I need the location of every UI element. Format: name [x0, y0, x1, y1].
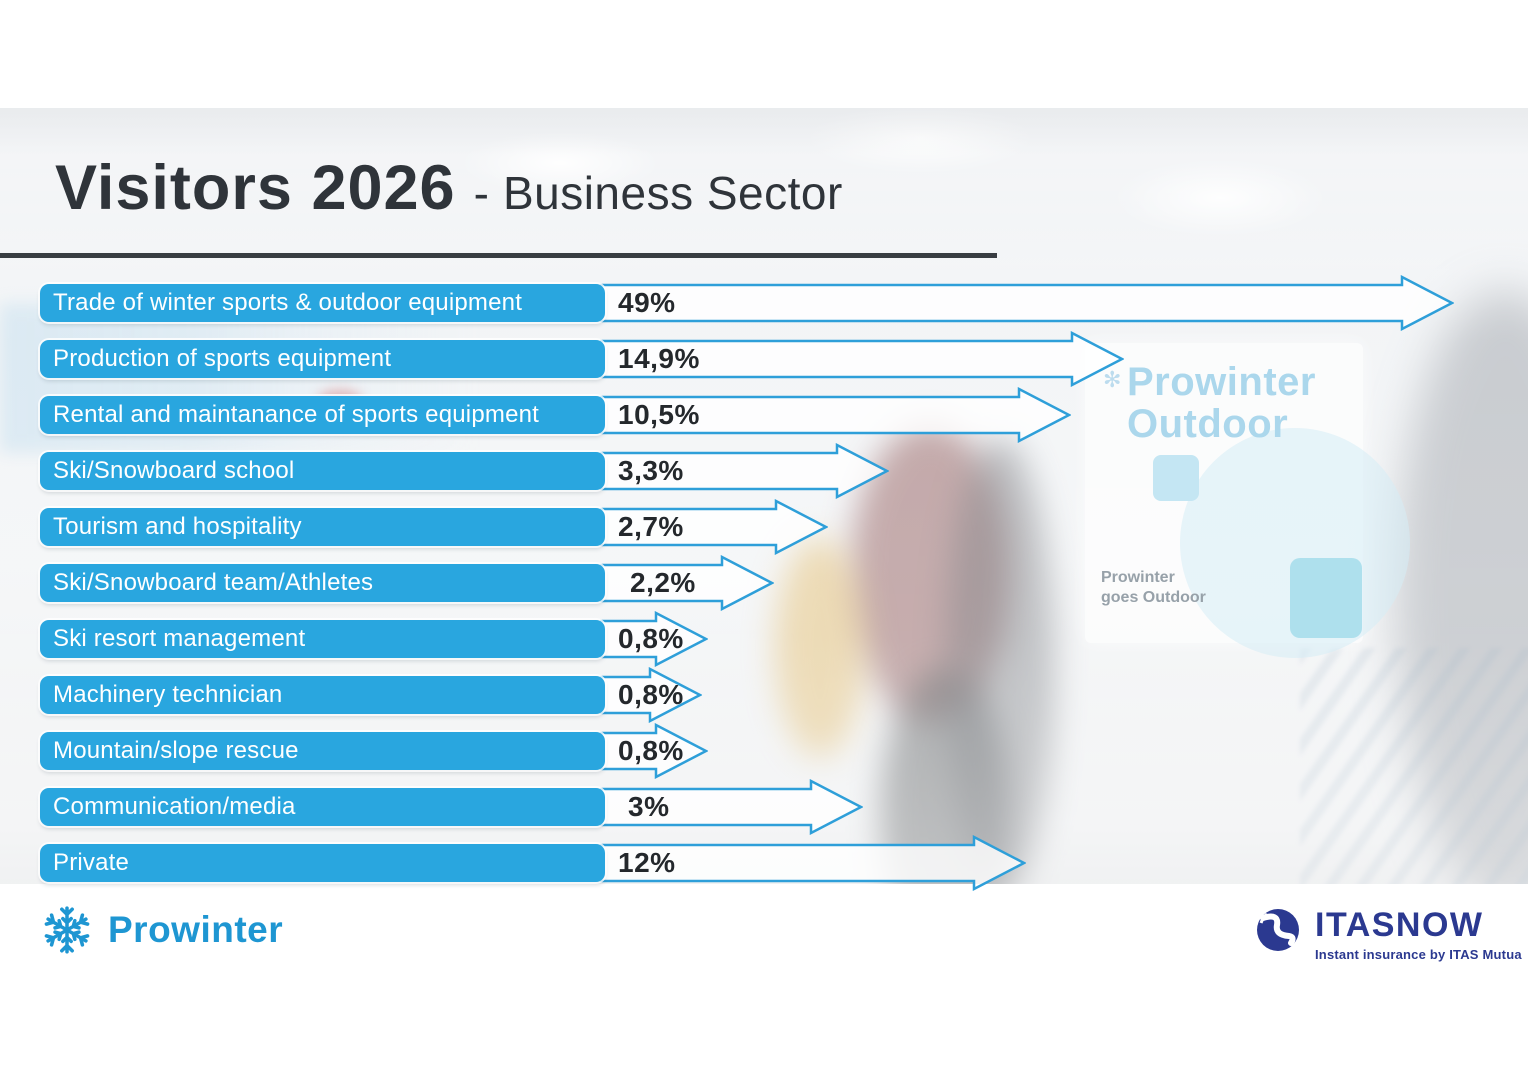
- banner-snowflake-icon: ✻: [1103, 367, 1122, 392]
- value-label: 12%: [618, 847, 676, 878]
- bar-arrow: [600, 667, 702, 723]
- title-separator: -: [473, 167, 489, 219]
- banner-title: Prowinter Outdoor: [1127, 360, 1316, 446]
- value-label: 3%: [628, 791, 670, 822]
- prowinter-logo-text: Prowinter: [108, 909, 284, 950]
- value-label: 49%: [618, 287, 676, 318]
- chart-row: Ski resort management 0,8%: [40, 611, 1528, 667]
- snowflake-icon: [44, 906, 90, 954]
- category-label: Ski resort management: [40, 620, 605, 658]
- value-label: 3,3%: [618, 455, 684, 486]
- category-label: Mountain/slope rescue: [40, 732, 605, 770]
- page-title: Visitors 2026 - Business Sector: [55, 152, 843, 224]
- title-main: Visitors 2026: [55, 153, 456, 223]
- category-label: Rental and maintanance of sports equipme…: [40, 396, 605, 434]
- chart-row: Production of sports equipment 14,9%: [40, 331, 1528, 387]
- chart-row: Private 12%: [40, 835, 1528, 891]
- value-label: 0,8%: [618, 623, 684, 654]
- category-label: Communication/media: [40, 788, 605, 826]
- itasnow-logo-text: ITASNOW: [1315, 906, 1484, 944]
- chart-row: Machinery technician 0,8%: [40, 667, 1528, 723]
- category-label: Machinery technician: [40, 676, 605, 714]
- value-label: 10,5%: [618, 399, 700, 430]
- chart-row: Trade of winter sports & outdoor equipme…: [40, 275, 1528, 331]
- bar-arrow: [600, 835, 1026, 891]
- bar-chart: Trade of winter sports & outdoor equipme…: [40, 0, 1528, 1080]
- chart-row: Tourism and hospitality 2,7%: [40, 499, 1528, 555]
- chart-row: Rental and maintanance of sports equipme…: [40, 387, 1528, 443]
- bar-arrow: [600, 331, 1124, 387]
- itasnow-globe-icon: [1257, 909, 1299, 951]
- background-prowinter-outdoor-banner: ✻ Prowinter Outdoor Prowinter goes Outdo…: [1085, 343, 1410, 658]
- bar-arrow: [600, 275, 1454, 331]
- chart-row: Ski/Snowboard school 3,3%: [40, 443, 1528, 499]
- bar-arrow: [600, 387, 1071, 443]
- prowinter-logo: Prowinter: [40, 903, 283, 957]
- banner-teal-box: [1290, 558, 1362, 638]
- value-label: 14,9%: [618, 343, 700, 374]
- title-underline: [0, 253, 997, 258]
- itasnow-logo: ITASNOW Instant insurance by ITAS Mutua: [1253, 905, 1522, 962]
- category-label: Trade of winter sports & outdoor equipme…: [40, 284, 605, 322]
- chart-row: Communication/media 3%: [40, 779, 1528, 835]
- bar-arrow: [600, 723, 708, 779]
- itasnow-tagline: Instant insurance by ITAS Mutua: [1315, 947, 1522, 962]
- value-label: 2,7%: [618, 511, 684, 542]
- chart-row: Mountain/slope rescue 0,8%: [40, 723, 1528, 779]
- category-label: Private: [40, 844, 605, 882]
- value-label: 2,2%: [630, 567, 696, 598]
- bar-arrow: [600, 779, 863, 835]
- banner-caption: Prowinter goes Outdoor: [1101, 569, 1206, 606]
- category-label: Ski/Snowboard school: [40, 452, 605, 490]
- value-label: 0,8%: [618, 679, 684, 710]
- category-label: Tourism and hospitality: [40, 508, 605, 546]
- bar-arrow: [600, 611, 708, 667]
- bar-arrow: [600, 443, 889, 499]
- value-label: 0,8%: [618, 735, 684, 766]
- category-label: Ski/Snowboard team/Athletes: [40, 564, 605, 602]
- chart-row: Ski/Snowboard team/Athletes 2,2%: [40, 555, 1528, 611]
- bar-arrow: [600, 555, 774, 611]
- category-label: Production of sports equipment: [40, 340, 605, 378]
- title-subtitle: Business Sector: [502, 167, 843, 219]
- banner-qr-code: [1153, 455, 1199, 501]
- bar-arrow: [600, 499, 828, 555]
